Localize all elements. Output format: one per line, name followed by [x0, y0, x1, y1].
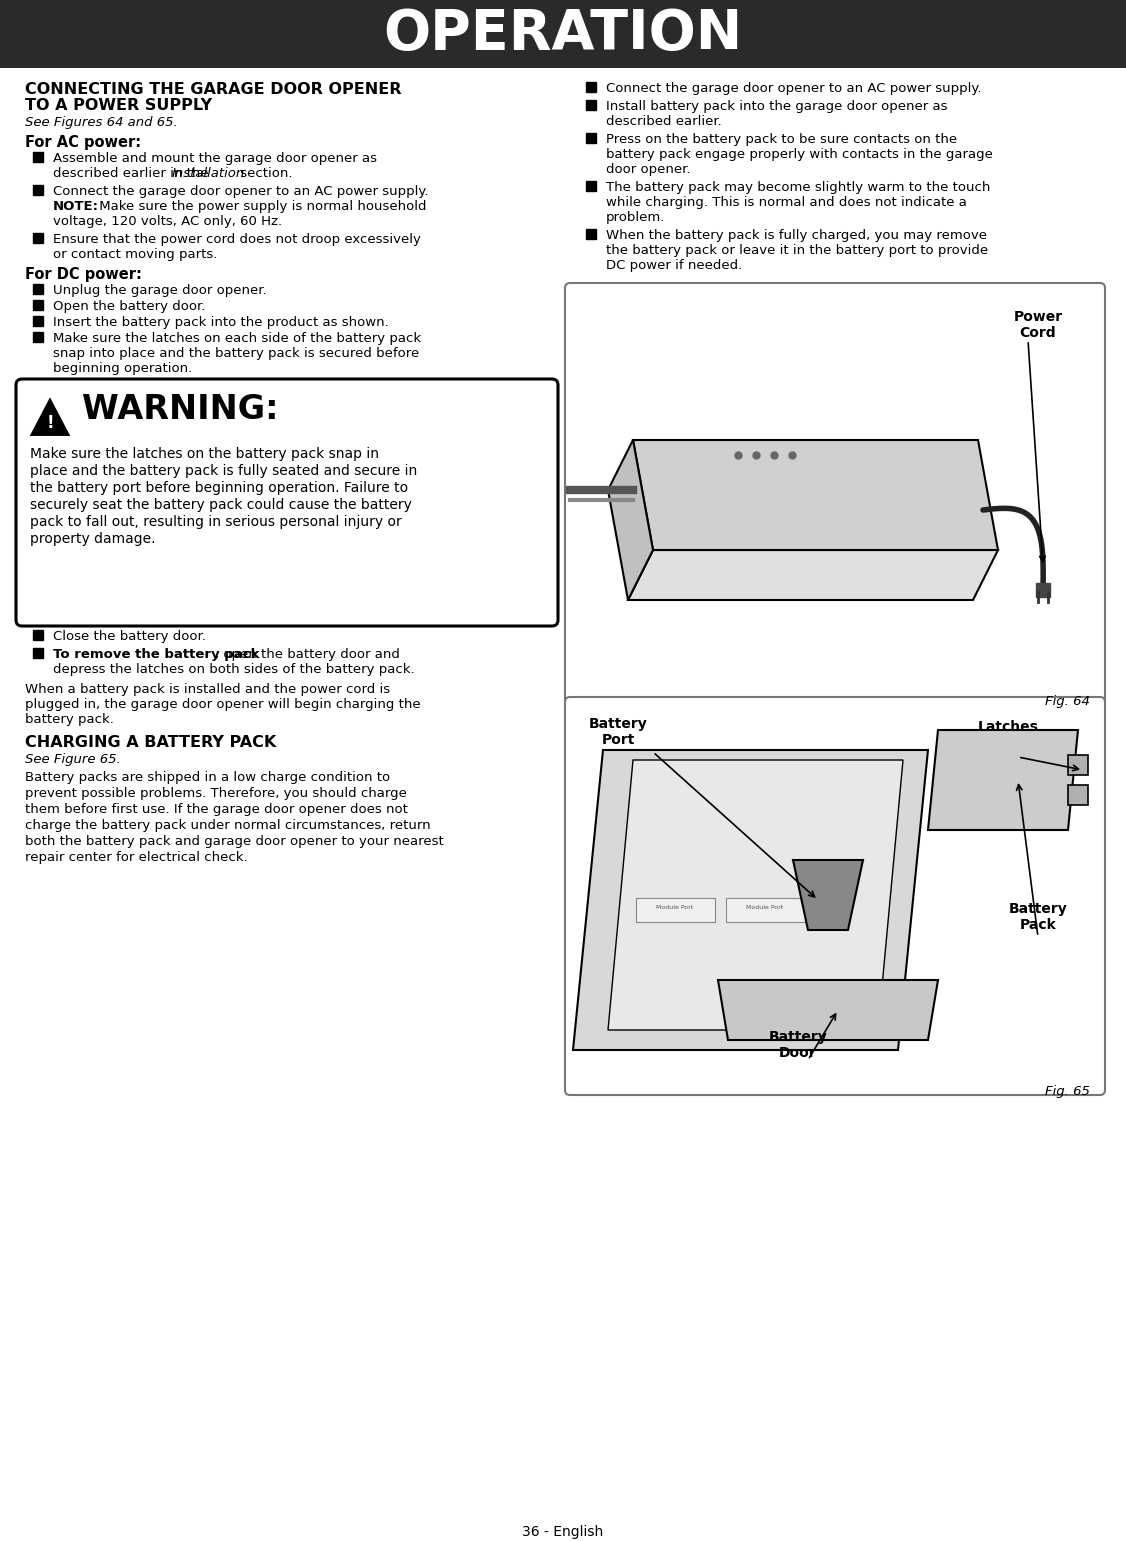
Text: When a battery pack is installed and the power cord is: When a battery pack is installed and the… [25, 683, 390, 697]
Text: Ensure that the power cord does not droop excessively: Ensure that the power cord does not droo… [53, 233, 421, 247]
Text: battery pack.: battery pack. [25, 713, 114, 726]
Text: problem.: problem. [606, 211, 665, 223]
Polygon shape [633, 441, 998, 550]
Text: Unplug the garage door opener.: Unplug the garage door opener. [53, 284, 267, 297]
Polygon shape [718, 980, 938, 1040]
Text: Press on the battery pack to be sure contacts on the: Press on the battery pack to be sure con… [606, 133, 957, 146]
FancyBboxPatch shape [16, 379, 558, 626]
Text: while charging. This is normal and does not indicate a: while charging. This is normal and does … [606, 196, 967, 210]
Text: Battery packs are shipped in a low charge condition to: Battery packs are shipped in a low charg… [25, 770, 390, 784]
Text: 36 - English: 36 - English [522, 1526, 604, 1539]
Text: Module Port: Module Port [747, 905, 784, 911]
Text: the battery pack or leave it in the battery port to provide: the battery pack or leave it in the batt… [606, 243, 989, 257]
Text: voltage, 120 volts, AC only, 60 Hz.: voltage, 120 volts, AC only, 60 Hz. [53, 216, 283, 228]
Bar [0, 0, 1126, 68]
Text: To remove the battery pack: To remove the battery pack [53, 649, 259, 661]
Polygon shape [573, 750, 928, 1049]
FancyBboxPatch shape [565, 284, 1105, 704]
Text: the battery port before beginning operation. Failure to: the battery port before beginning operat… [30, 481, 408, 495]
Text: Module Port: Module Port [656, 905, 694, 911]
Text: Battery
Pack: Battery Pack [1009, 901, 1067, 932]
Polygon shape [793, 860, 863, 931]
Polygon shape [608, 760, 903, 1029]
Polygon shape [628, 550, 998, 599]
Text: Fig. 64: Fig. 64 [1045, 695, 1090, 707]
Text: Make sure the latches on the battery pack snap in: Make sure the latches on the battery pac… [30, 447, 379, 461]
FancyBboxPatch shape [565, 697, 1105, 1096]
Text: Connect the garage door opener to an AC power supply.: Connect the garage door opener to an AC … [606, 82, 982, 96]
Text: CONNECTING THE GARAGE DOOR OPENER: CONNECTING THE GARAGE DOOR OPENER [25, 82, 402, 97]
Text: battery pack engage properly with contacts in the garage: battery pack engage properly with contac… [606, 148, 993, 160]
Polygon shape [28, 394, 72, 438]
Text: door opener.: door opener. [606, 163, 690, 176]
Text: DC power if needed.: DC power if needed. [606, 259, 742, 273]
Text: NOTE:: NOTE: [53, 200, 99, 213]
Text: described earlier in the: described earlier in the [53, 166, 213, 180]
Text: Power
Cord: Power Cord [1013, 310, 1063, 341]
Text: Connect the garage door opener to an AC power supply.: Connect the garage door opener to an AC … [53, 185, 429, 197]
Polygon shape [928, 730, 1078, 831]
Text: CHARGING A BATTERY PACK: CHARGING A BATTERY PACK [25, 735, 276, 750]
Text: The battery pack may become slightly warm to the touch: The battery pack may become slightly war… [606, 180, 991, 194]
Text: Open the battery door.: Open the battery door. [53, 300, 205, 313]
Text: Assemble and mount the garage door opener as: Assemble and mount the garage door opene… [53, 153, 377, 165]
FancyBboxPatch shape [726, 898, 805, 922]
Text: property damage.: property damage. [30, 532, 155, 546]
Text: charge the battery pack under normal circumstances, return: charge the battery pack under normal cir… [25, 818, 430, 832]
Text: repair center for electrical check.: repair center for electrical check. [25, 851, 248, 865]
Text: Make sure the power supply is normal household: Make sure the power supply is normal hou… [95, 200, 427, 213]
Text: See Figure 65.: See Figure 65. [25, 754, 120, 766]
Text: place and the battery pack is fully seated and secure in: place and the battery pack is fully seat… [30, 464, 418, 478]
Text: Make sure the latches on each side of the battery pack: Make sure the latches on each side of th… [53, 331, 421, 345]
Text: securely seat the battery pack could cause the battery: securely seat the battery pack could cau… [30, 498, 412, 512]
Text: Latches: Latches [977, 720, 1038, 734]
Text: WARNING:: WARNING: [82, 393, 278, 425]
Text: Install battery pack into the garage door opener as: Install battery pack into the garage doo… [606, 100, 947, 112]
Text: Close the battery door.: Close the battery door. [53, 630, 206, 643]
Text: Installation: Installation [172, 166, 245, 180]
Text: depress the latches on both sides of the battery pack.: depress the latches on both sides of the… [53, 663, 414, 676]
Text: See Figures 64 and 65.: See Figures 64 and 65. [25, 116, 178, 129]
Text: pack to fall out, resulting in serious personal injury or: pack to fall out, resulting in serious p… [30, 515, 402, 529]
Text: For DC power:: For DC power: [25, 267, 142, 282]
Text: Battery
Port: Battery Port [589, 717, 647, 747]
Text: beginning operation.: beginning operation. [53, 362, 193, 374]
Text: Fig. 65: Fig. 65 [1045, 1085, 1090, 1099]
Text: When the battery pack is fully charged, you may remove: When the battery pack is fully charged, … [606, 230, 988, 242]
Text: section.: section. [236, 166, 293, 180]
Text: prevent possible problems. Therefore, you should charge: prevent possible problems. Therefore, yo… [25, 787, 406, 800]
Polygon shape [1067, 784, 1088, 804]
Text: or contact moving parts.: or contact moving parts. [53, 248, 217, 260]
Text: Battery
Door: Battery Door [769, 1029, 828, 1060]
Polygon shape [1067, 755, 1088, 775]
Text: both the battery pack and garage door opener to your nearest: both the battery pack and garage door op… [25, 835, 444, 848]
Text: them before first use. If the garage door opener does not: them before first use. If the garage doo… [25, 803, 408, 817]
FancyBboxPatch shape [636, 898, 715, 922]
Text: TO A POWER SUPPLY: TO A POWER SUPPLY [25, 99, 212, 112]
Polygon shape [608, 441, 653, 599]
Text: Insert the battery pack into the product as shown.: Insert the battery pack into the product… [53, 316, 388, 328]
Text: snap into place and the battery pack is secured before: snap into place and the battery pack is … [53, 347, 419, 361]
Text: described earlier.: described earlier. [606, 116, 722, 128]
Text: OPERATION: OPERATION [383, 8, 743, 62]
Text: For AC power:: For AC power: [25, 136, 141, 149]
Text: plugged in, the garage door opener will begin charging the: plugged in, the garage door opener will … [25, 698, 421, 710]
Text: !: ! [46, 415, 54, 431]
Text: , open the battery door and: , open the battery door and [215, 649, 400, 661]
